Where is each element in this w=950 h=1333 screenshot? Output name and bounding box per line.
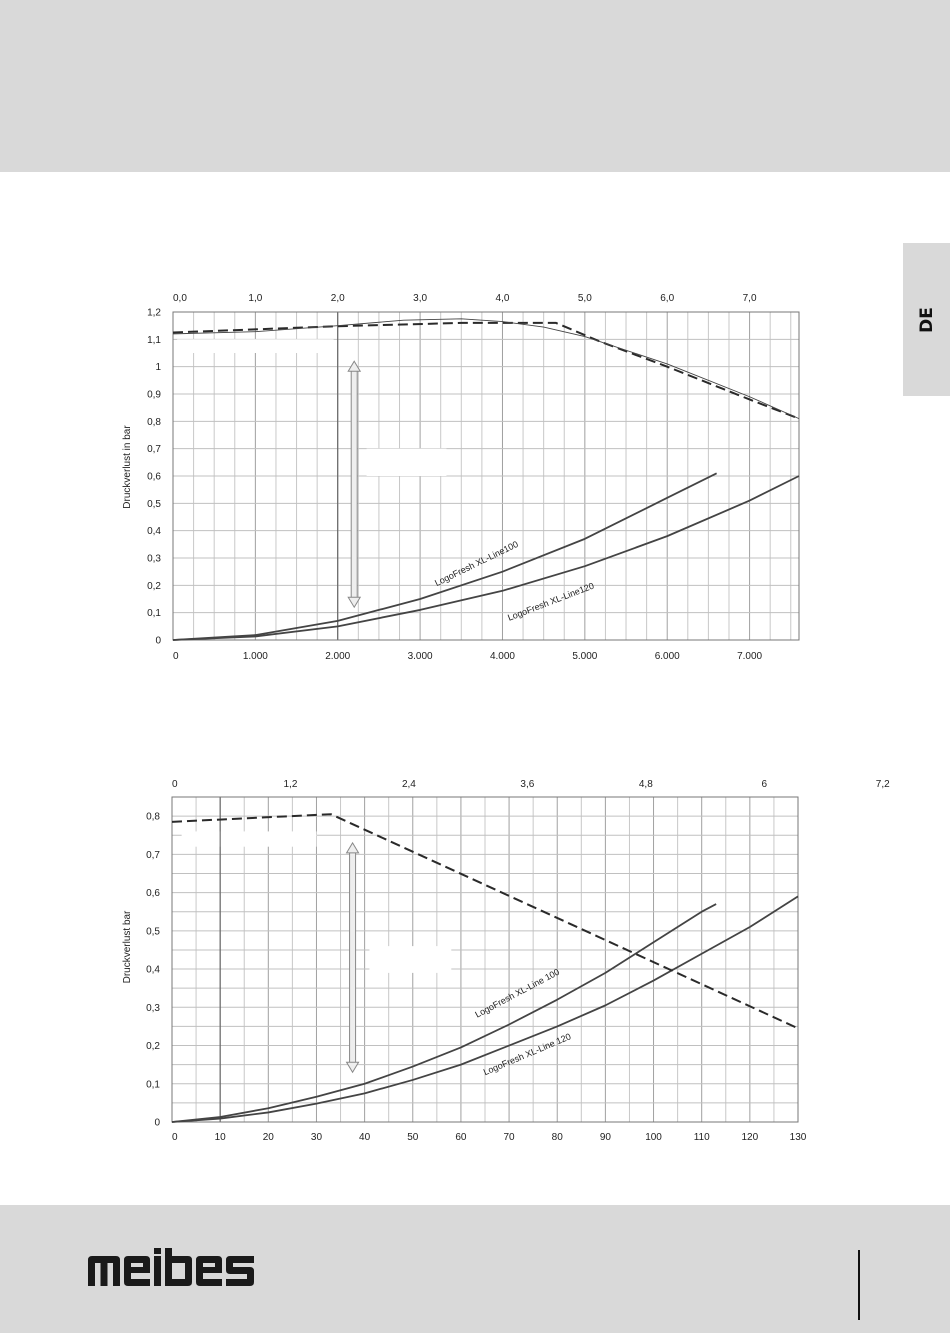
series-line-curve-1 — [171, 895, 799, 1123]
x-tick-label: 90 — [600, 1132, 612, 1143]
x-tick-label: 2.000 — [325, 651, 350, 662]
x-top-tick-label: 4,8 — [639, 779, 653, 790]
x-top-tick-label: 0 — [172, 779, 178, 790]
x-top-tick-label: 1,2 — [284, 779, 298, 790]
y-tick-label: 0,4 — [146, 965, 160, 976]
mask-box — [177, 339, 334, 353]
x-top-tick-label: 0,0 — [173, 293, 187, 304]
x-top-tick-label: 7,0 — [743, 293, 757, 304]
x-tick-label: 6.000 — [655, 651, 680, 662]
y-tick-label: 0,4 — [147, 526, 161, 537]
language-tab[interactable]: DE — [903, 243, 950, 396]
y-tick-label: 0,5 — [147, 499, 161, 510]
x-tick-label: 60 — [455, 1132, 467, 1143]
x-tick-label: 130 — [790, 1132, 807, 1143]
plot-frame — [171, 796, 799, 1123]
double-arrow — [345, 841, 360, 1074]
x-top-tick-label: 6 — [762, 779, 768, 790]
y-tick-label: 0,6 — [146, 888, 160, 899]
x-tick-label: 100 — [645, 1132, 662, 1143]
x-tick-label: 0 — [172, 1132, 178, 1143]
grid — [172, 311, 799, 641]
y-tick-label: 0,2 — [147, 581, 161, 592]
x-top-tick-label: 4,0 — [496, 293, 510, 304]
x-tick-label: 70 — [504, 1132, 516, 1143]
header-band — [0, 0, 950, 172]
x-tick-label: 50 — [407, 1132, 419, 1143]
y-tick-label: 0,7 — [147, 444, 161, 455]
y-tick-label: 0,9 — [147, 390, 161, 401]
mask-box — [181, 831, 317, 847]
x-tick-label: 40 — [359, 1132, 371, 1143]
mask-box — [366, 448, 447, 476]
x-top-tick-label: 1,0 — [248, 293, 262, 304]
series-line-dashed — [172, 321, 800, 420]
y-tick-label: 0 — [154, 1118, 160, 1129]
y-tick-label: 0,8 — [146, 812, 160, 823]
y-tick-label: 0,1 — [146, 1079, 160, 1090]
meibes-logo-mark — [88, 1248, 254, 1286]
arrow-head-down — [347, 596, 362, 609]
y-tick-label: 0,6 — [147, 472, 161, 483]
x-tick-label: 7.000 — [737, 651, 762, 662]
y-tick-label: 1,1 — [147, 335, 161, 346]
chart-pressure-loss-bottom: 00,10,20,30,40,50,60,70,80 10 20 30 40 50 60 70… — [122, 779, 890, 1143]
x-top-tick-label: 3,0 — [413, 293, 427, 304]
x-tick-label: 4.000 — [490, 651, 515, 662]
x-tick-label: 3.000 — [408, 651, 433, 662]
meibes-logo — [86, 1246, 266, 1295]
y-tick-label: 0,8 — [147, 417, 161, 428]
y-axis-label: Druckverlust in bar — [122, 425, 133, 509]
series-line-dashed — [171, 813, 799, 1030]
x-tick-label: 30 — [311, 1132, 323, 1143]
y-tick-label: 1 — [155, 362, 161, 373]
series-line-curve-0 — [172, 472, 718, 641]
series-line-thin — [172, 318, 800, 420]
y-axis-label: Druckverlust bar — [122, 910, 133, 983]
x-top-tick-label: 2,4 — [402, 779, 416, 790]
x-top-tick-label: 6,0 — [660, 293, 674, 304]
chart-pressure-loss-top: 0 0,1 0,2 0,3 0,4 0,5 0,6 0,7 0,8 0,9 1 1,1 1,2 0 1.00… — [122, 293, 800, 662]
arrow-head-up — [345, 841, 360, 854]
y-tick-label: 0,3 — [146, 1003, 160, 1014]
x-tick-label: 80 — [552, 1132, 564, 1143]
x-tick-label: 1.000 — [243, 651, 268, 662]
y-tick-label: 0,7 — [146, 850, 160, 861]
x-tick-label: 110 — [694, 1132, 710, 1143]
series-line-curve-0 — [171, 903, 717, 1123]
footer-divider — [858, 1250, 860, 1320]
y-tick-label: 0,1 — [147, 608, 161, 619]
x-top-tick-label: 7,2 — [876, 779, 890, 790]
double-arrow — [347, 360, 362, 609]
x-tick-label: 0 — [173, 651, 179, 662]
x-tick-label: 10 — [215, 1132, 227, 1143]
y-tick-label: 0,5 — [146, 926, 160, 937]
x-tick-label: 120 — [742, 1132, 759, 1143]
y-tick-label: 0 — [155, 636, 161, 647]
mask-box — [369, 946, 452, 973]
x-tick-label: 20 — [263, 1132, 275, 1143]
arrow-head-down — [345, 1061, 360, 1074]
x-top-tick-label: 3,6 — [520, 779, 534, 790]
y-tick-label: 1,2 — [147, 308, 161, 319]
x-tick-label: 5.000 — [572, 651, 597, 662]
y-tick-label: 0,3 — [147, 554, 161, 565]
y-tick-label: 0,2 — [146, 1041, 160, 1052]
series-line-curve-1 — [172, 475, 800, 641]
arrow-head-up — [347, 360, 362, 372]
arrow-shaft — [349, 851, 357, 1064]
x-top-tick-label: 2,0 — [331, 293, 345, 304]
x-top-tick-label: 5,0 — [578, 293, 592, 304]
